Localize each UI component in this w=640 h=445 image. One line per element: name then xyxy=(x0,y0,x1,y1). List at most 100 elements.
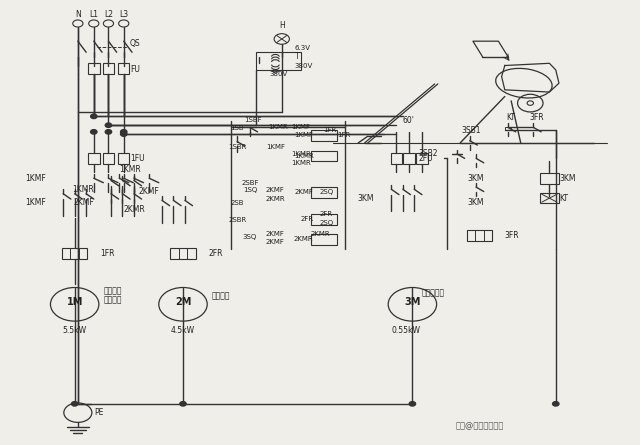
Bar xyxy=(88,63,100,74)
Text: 2KMR: 2KMR xyxy=(310,231,330,237)
Text: 3SB1: 3SB1 xyxy=(461,126,481,135)
Text: 1FR: 1FR xyxy=(337,132,351,138)
Text: 2M: 2M xyxy=(175,297,191,307)
Text: FU: FU xyxy=(130,65,140,74)
Text: 2KMR: 2KMR xyxy=(266,196,285,202)
Text: 1KMR: 1KMR xyxy=(72,185,94,194)
Text: 3M: 3M xyxy=(404,297,420,307)
Bar xyxy=(118,63,129,74)
Bar xyxy=(467,231,492,241)
Text: 1KMR: 1KMR xyxy=(269,125,289,130)
Bar xyxy=(311,234,337,245)
Text: 2SBR: 2SBR xyxy=(228,217,246,223)
Bar xyxy=(311,151,337,162)
Text: 380V: 380V xyxy=(294,62,313,69)
Text: 380V: 380V xyxy=(269,71,288,77)
Text: 3SQ: 3SQ xyxy=(243,234,257,240)
Text: 1KMF: 1KMF xyxy=(25,198,46,207)
Text: 1FR: 1FR xyxy=(100,249,115,258)
Text: 1KMF: 1KMF xyxy=(291,125,310,130)
Text: 3KM: 3KM xyxy=(468,198,484,207)
Text: 1FR: 1FR xyxy=(323,127,336,133)
Text: 1SQ: 1SQ xyxy=(243,187,257,193)
Text: 1KMR: 1KMR xyxy=(119,165,141,174)
Circle shape xyxy=(120,129,127,134)
Text: 3KM: 3KM xyxy=(559,174,575,183)
Text: 3FR: 3FR xyxy=(505,231,520,240)
Text: 反转倒料: 反转倒料 xyxy=(103,295,122,304)
Text: QS: QS xyxy=(130,39,141,48)
Text: 1SBR: 1SBR xyxy=(228,144,246,150)
Circle shape xyxy=(180,401,186,406)
Text: 2KMF: 2KMF xyxy=(266,187,285,193)
Circle shape xyxy=(409,401,415,406)
Text: KT: KT xyxy=(507,113,516,122)
Bar xyxy=(403,153,415,164)
Bar xyxy=(540,193,559,203)
Circle shape xyxy=(105,129,111,134)
Bar xyxy=(170,248,196,259)
Circle shape xyxy=(91,129,97,134)
Text: 3KM: 3KM xyxy=(358,194,374,202)
Text: L2: L2 xyxy=(104,10,113,19)
Text: 60': 60' xyxy=(403,116,415,125)
Text: 1SB: 1SB xyxy=(230,125,244,131)
Text: 2FR: 2FR xyxy=(209,249,223,258)
Text: 2KMF: 2KMF xyxy=(266,231,285,237)
Bar xyxy=(391,153,402,164)
Text: 2KMR: 2KMR xyxy=(294,236,314,243)
Bar xyxy=(88,153,100,164)
Text: PE: PE xyxy=(94,408,103,417)
Text: 2KMF: 2KMF xyxy=(295,190,314,195)
Circle shape xyxy=(105,123,111,127)
Bar xyxy=(311,187,337,198)
Text: 2SQ: 2SQ xyxy=(319,189,333,194)
Bar xyxy=(540,173,559,184)
Text: 正转搅拌: 正转搅拌 xyxy=(103,287,122,295)
Bar xyxy=(62,248,88,259)
Bar xyxy=(416,153,428,164)
Circle shape xyxy=(552,401,559,406)
Bar xyxy=(102,63,114,74)
Text: 6.3V: 6.3V xyxy=(294,45,310,51)
Text: L3: L3 xyxy=(119,10,128,19)
Text: 2SBF: 2SBF xyxy=(241,180,259,186)
Text: 1FU: 1FU xyxy=(130,154,145,163)
Text: 头条@技成电工课堂: 头条@技成电工课堂 xyxy=(455,421,504,430)
Text: 2SQ: 2SQ xyxy=(319,219,333,226)
Text: T: T xyxy=(294,52,299,61)
Text: 2SB: 2SB xyxy=(230,200,244,206)
Text: 2KMF: 2KMF xyxy=(138,187,159,196)
Text: 1KMR: 1KMR xyxy=(291,160,311,166)
Text: 3FR: 3FR xyxy=(529,113,544,122)
Circle shape xyxy=(72,401,78,406)
Text: 2FU: 2FU xyxy=(419,154,433,163)
Text: L1: L1 xyxy=(90,10,99,19)
Text: 1SBF: 1SBF xyxy=(244,117,262,123)
Text: 1KMF: 1KMF xyxy=(266,144,285,150)
Text: 1KMF: 1KMF xyxy=(25,174,46,183)
Text: 3KM: 3KM xyxy=(468,174,484,183)
Text: 3SB2: 3SB2 xyxy=(419,150,438,158)
Text: N: N xyxy=(75,10,81,19)
Text: 进料升降: 进料升降 xyxy=(212,291,230,300)
Text: H: H xyxy=(279,21,285,30)
Text: 供水抽水泵: 供水抽水泵 xyxy=(422,289,445,298)
Text: 5.5kW: 5.5kW xyxy=(63,327,87,336)
Bar xyxy=(311,214,337,225)
Text: 1KMR: 1KMR xyxy=(291,151,311,157)
Bar xyxy=(506,127,511,129)
Bar xyxy=(102,153,114,164)
Text: 2KMF: 2KMF xyxy=(73,198,94,207)
Text: 2FR: 2FR xyxy=(320,210,333,217)
Bar xyxy=(118,153,129,164)
Text: KT: KT xyxy=(559,194,568,202)
Text: 0.55kW: 0.55kW xyxy=(392,327,420,336)
Bar xyxy=(256,52,301,70)
Text: 1KMF: 1KMF xyxy=(294,132,314,138)
Text: 2KMF: 2KMF xyxy=(266,239,285,244)
Text: 2KMR: 2KMR xyxy=(123,205,145,214)
Text: 1M: 1M xyxy=(67,297,83,307)
Text: 2FR: 2FR xyxy=(301,216,314,222)
Bar xyxy=(311,130,337,141)
